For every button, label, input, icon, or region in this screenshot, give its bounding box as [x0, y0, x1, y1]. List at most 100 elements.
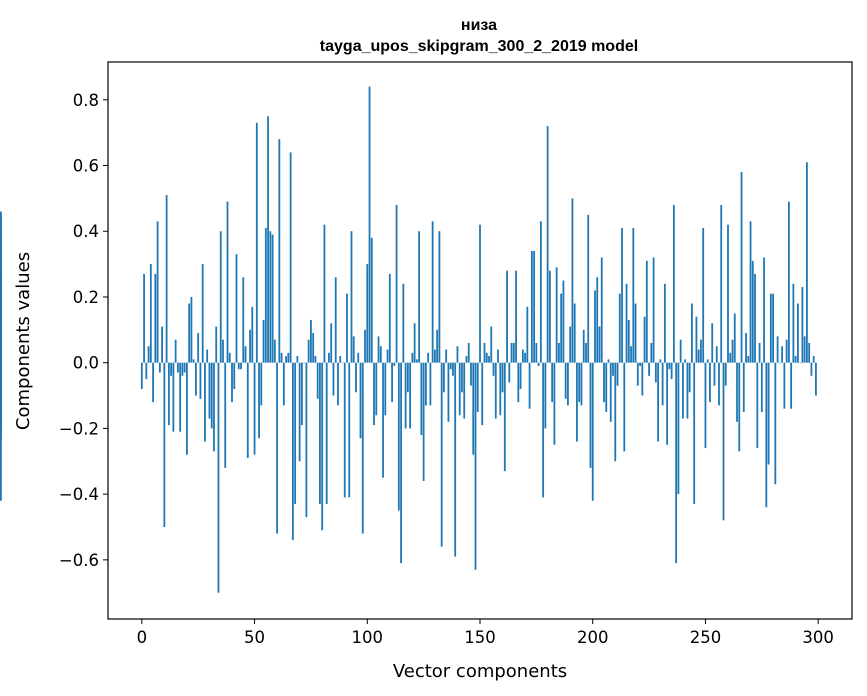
x-axis-ticks: 0 50 100 150 200 250 300 [137, 619, 834, 647]
bar [388, 273, 391, 363]
bar [289, 152, 292, 363]
bar [623, 362, 626, 452]
bar [776, 336, 779, 363]
bar [711, 323, 714, 363]
bar [670, 362, 673, 380]
bar [330, 323, 333, 363]
bar [812, 356, 815, 363]
bar [447, 362, 450, 422]
bar [794, 356, 797, 363]
bar [767, 362, 770, 465]
bar [384, 362, 387, 416]
chart-title: низа [461, 17, 497, 34]
bar [641, 362, 644, 396]
bar [231, 362, 233, 403]
bar [517, 362, 520, 403]
bar [273, 339, 276, 363]
bar [661, 362, 664, 406]
bar [546, 126, 549, 363]
bar [393, 362, 396, 366]
bar [190, 296, 193, 363]
bar [163, 362, 166, 527]
bar [474, 362, 477, 570]
bar [654, 362, 657, 383]
bar [420, 362, 423, 435]
bar [226, 201, 229, 363]
bar [285, 356, 288, 363]
bar [695, 316, 698, 363]
bar [533, 250, 536, 363]
bar [172, 362, 175, 432]
bar [280, 352, 283, 363]
bar [278, 139, 281, 363]
bar [503, 362, 506, 472]
bar [618, 293, 621, 363]
y-tick-label: 0.4 [73, 222, 99, 241]
bar [183, 362, 186, 373]
bar [382, 362, 384, 478]
chart-subtitle: tayga_upos_skipgram_300_2_2019 model [320, 38, 638, 55]
bar [535, 342, 538, 363]
bar [488, 356, 490, 363]
bar [341, 362, 344, 364]
bar [179, 362, 182, 432]
bar [449, 362, 452, 370]
x-tick-label: 300 [802, 628, 834, 647]
bar [213, 362, 215, 452]
bar [181, 362, 184, 376]
y-axis-label: Components values [13, 252, 34, 430]
bar [772, 293, 774, 363]
bar [152, 362, 154, 403]
bar [510, 342, 513, 363]
bar [440, 362, 443, 547]
bar [790, 362, 793, 409]
x-tick-label: 50 [244, 628, 265, 647]
bar [781, 346, 784, 363]
bar [659, 359, 662, 363]
bar [370, 237, 373, 363]
bar [201, 264, 204, 363]
bar [167, 362, 170, 426]
x-tick-label: 200 [577, 628, 609, 647]
bar [749, 221, 752, 363]
bar [700, 339, 702, 363]
bar [463, 362, 466, 419]
bar [815, 362, 817, 396]
y-tick-label: −0.6 [59, 551, 99, 570]
bar [490, 326, 493, 363]
bar [578, 362, 581, 403]
bar [621, 227, 623, 363]
bar [215, 326, 218, 363]
bar [530, 250, 533, 363]
y-tick-label: 0.2 [73, 288, 99, 307]
bar [799, 362, 802, 364]
bar [688, 362, 691, 393]
bar [470, 362, 472, 386]
bar [616, 362, 619, 386]
bar [206, 349, 209, 363]
bar [479, 224, 481, 363]
bar [713, 362, 716, 386]
bar [303, 362, 306, 364]
bar [0, 362, 2, 393]
bar [352, 336, 355, 363]
bar [413, 323, 416, 363]
bar [246, 362, 249, 458]
x-tick-label: 0 [137, 628, 148, 647]
x-axis-label: Vector components [393, 661, 567, 682]
bar [323, 224, 326, 363]
bar [558, 342, 560, 363]
bar [508, 362, 511, 383]
bar [632, 227, 635, 363]
bar [262, 319, 265, 363]
bar [260, 362, 263, 406]
bar [582, 329, 585, 363]
bar [186, 362, 188, 455]
bar [537, 362, 540, 366]
bar [810, 362, 813, 376]
bar [300, 362, 303, 426]
bar [154, 273, 157, 363]
bar [808, 342, 811, 363]
bar [745, 333, 747, 363]
bar [763, 257, 765, 363]
